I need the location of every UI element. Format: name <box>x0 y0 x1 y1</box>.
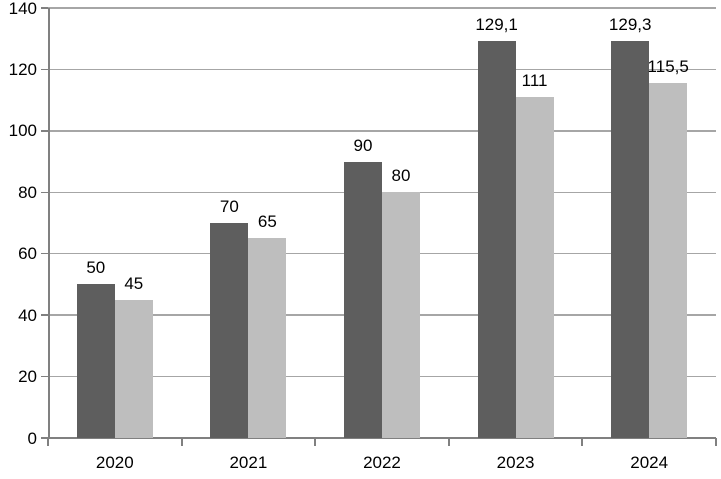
y-axis-line <box>48 8 50 438</box>
bar-value-label: 70 <box>219 197 239 216</box>
bar-light-gray <box>515 97 554 438</box>
y-axis-tick-label: 120 <box>8 59 37 79</box>
bar-light-gray <box>114 299 153 438</box>
bar-value-label: 90 <box>353 135 373 155</box>
y-axis-tick-label: 40 <box>18 305 37 325</box>
bar-light-gray <box>248 238 287 438</box>
y-axis-tick <box>41 375 48 378</box>
y-axis-tick <box>41 7 48 9</box>
bar-value-label: 111 <box>521 71 548 91</box>
bar-light-gray <box>649 83 688 438</box>
gridline <box>48 130 716 132</box>
x-axis-label: 2024 <box>630 453 669 472</box>
y-axis-tick-label: 20 <box>18 367 37 387</box>
x-axis-tick <box>47 438 49 446</box>
bar-value-label: 129,1 <box>475 15 518 35</box>
x-axis-tick <box>447 438 450 446</box>
bar-value-label: 115,5 <box>647 57 689 77</box>
x-axis-tick <box>581 438 584 446</box>
y-axis-tick-label: 0 <box>27 428 37 448</box>
bar-dark-gray <box>76 284 115 438</box>
y-axis-tick <box>41 252 48 255</box>
x-axis-label: 2021 <box>229 453 268 472</box>
bar-value-label: 50 <box>86 258 106 278</box>
bar-dark-gray <box>477 41 516 438</box>
x-axis-label: 2023 <box>496 453 535 472</box>
bar-value-label: 80 <box>391 166 411 186</box>
bar-dark-gray <box>611 40 650 438</box>
x-axis-label: 2022 <box>363 453 401 472</box>
bar-value-label: 129,3 <box>608 14 652 34</box>
gridline <box>48 68 716 71</box>
x-axis-line <box>48 437 716 439</box>
x-axis-tick <box>715 438 717 446</box>
x-axis-tick <box>180 438 183 446</box>
x-axis-label: 2020 <box>95 453 134 472</box>
bar-dark-gray <box>210 223 249 438</box>
y-axis-tick-label: 100 <box>8 121 37 141</box>
bar-value-label: 45 <box>124 273 144 293</box>
y-axis-tick <box>41 314 48 316</box>
bar-light-gray <box>382 192 420 438</box>
y-axis-tick-label: 140 <box>8 0 37 18</box>
y-axis-tick <box>41 437 48 439</box>
y-axis-tick <box>41 191 48 194</box>
y-axis-tick-label: 60 <box>18 244 37 264</box>
bar-value-label: 65 <box>257 212 277 232</box>
y-axis-tick-label: 80 <box>18 182 37 202</box>
y-axis-tick <box>41 130 48 132</box>
gridline <box>48 7 716 9</box>
x-axis-tick <box>314 438 317 446</box>
bar-dark-gray <box>344 161 382 438</box>
y-axis-tick <box>41 68 48 71</box>
